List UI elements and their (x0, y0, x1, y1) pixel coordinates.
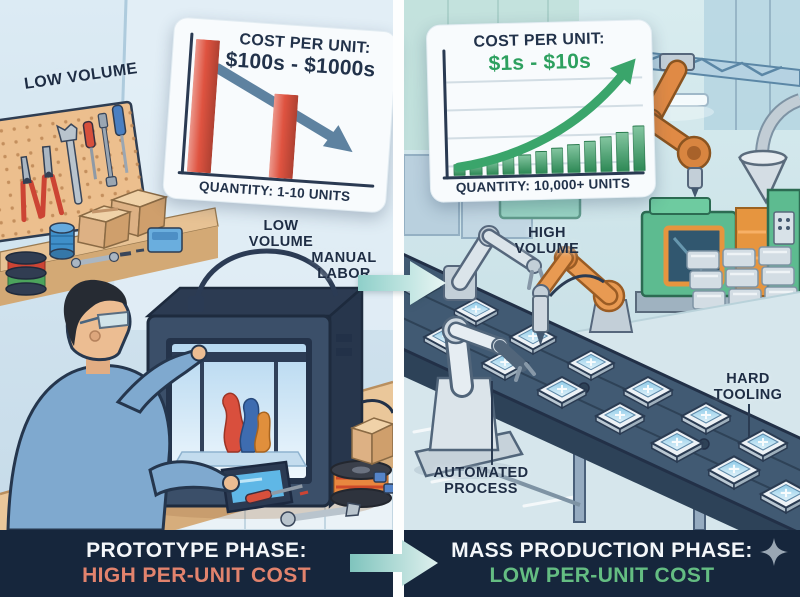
person-hair (63, 279, 127, 346)
engineer-person (6, 279, 240, 530)
high-per-unit-cost-text: HIGH PER-UNIT COST (82, 564, 311, 587)
control-panel (773, 211, 795, 245)
hard-tooling-pointer-line (748, 404, 750, 438)
filament-spool-blue (49, 222, 75, 260)
hard-tooling-label: HARD TOOLING (713, 371, 783, 403)
low-per-unit-cost-text: LOW PER-UNIT COST (489, 564, 715, 587)
cardboard-box (349, 417, 393, 466)
hopper-funnel (737, 149, 788, 205)
ratchet-icon (97, 112, 118, 188)
printed-object (222, 392, 271, 453)
manual-labor-label: MANUAL LABOR (311, 250, 377, 282)
screwdriver-icon (111, 104, 129, 174)
robot-cable (548, 274, 605, 297)
dispenser-nozzle (532, 295, 549, 346)
panel-divider (393, 0, 404, 597)
sparkle-icon (760, 538, 788, 566)
small-part (383, 483, 393, 494)
mass-production-footer: MASS PRODUCTION PHASE: LOW PER-UNIT COST (404, 530, 800, 597)
gray-robot-arm (443, 225, 547, 301)
small-part (373, 471, 387, 483)
high-volume-label: HIGH VOLUME (514, 225, 580, 257)
cardboard-box (77, 205, 133, 250)
orange-robot-arm (532, 245, 634, 346)
prototype-phase-title: PROTOTYPE PHASE: (86, 539, 307, 562)
cost-bars (186, 35, 302, 180)
wrench-icon (56, 123, 83, 205)
low-volume-label: LOW VOLUME (248, 218, 314, 250)
safety-glasses-icon (96, 310, 129, 330)
mass-production-cost-chart-card: COST PER UNIT: $1s - $10s QUANTITY: 10,0… (425, 19, 657, 203)
automated-process-label: AUTOMATED PROCESS (433, 465, 529, 497)
arrow-right-icon (350, 540, 438, 586)
person-hand (222, 474, 240, 492)
prototype-cost-chart-card: COST PER UNIT: $100s - $1000s QUANTITY: … (161, 16, 399, 214)
supply-shelf (0, 189, 219, 306)
wrench-icon (70, 251, 120, 269)
ceiling-robot-arm (637, 53, 712, 198)
pliers-icon (40, 145, 65, 218)
screwdriver-icon (245, 484, 303, 505)
screwdriver-icon (82, 120, 98, 180)
arrow-right-icon (358, 261, 446, 305)
parts-bin (147, 227, 183, 253)
chart-bar (186, 38, 221, 174)
filament-spool-stack (5, 251, 47, 296)
automated-process-pointer-line (491, 381, 493, 465)
filament-tube (193, 248, 339, 303)
person-hand (190, 344, 208, 362)
wrench-icon (280, 502, 361, 527)
gray-robot-arm (414, 315, 536, 479)
desk-items (245, 417, 393, 527)
filament-spool-orange (330, 460, 392, 508)
trend-up-arrow-icon (453, 58, 636, 172)
prototype-footer: PROTOTYPE PHASE: HIGH PER-UNIT COST (0, 530, 393, 597)
mass-production-phase-title: MASS PRODUCTION PHASE: (451, 539, 753, 562)
power-cable (361, 399, 393, 414)
pliers-icon (20, 155, 44, 223)
